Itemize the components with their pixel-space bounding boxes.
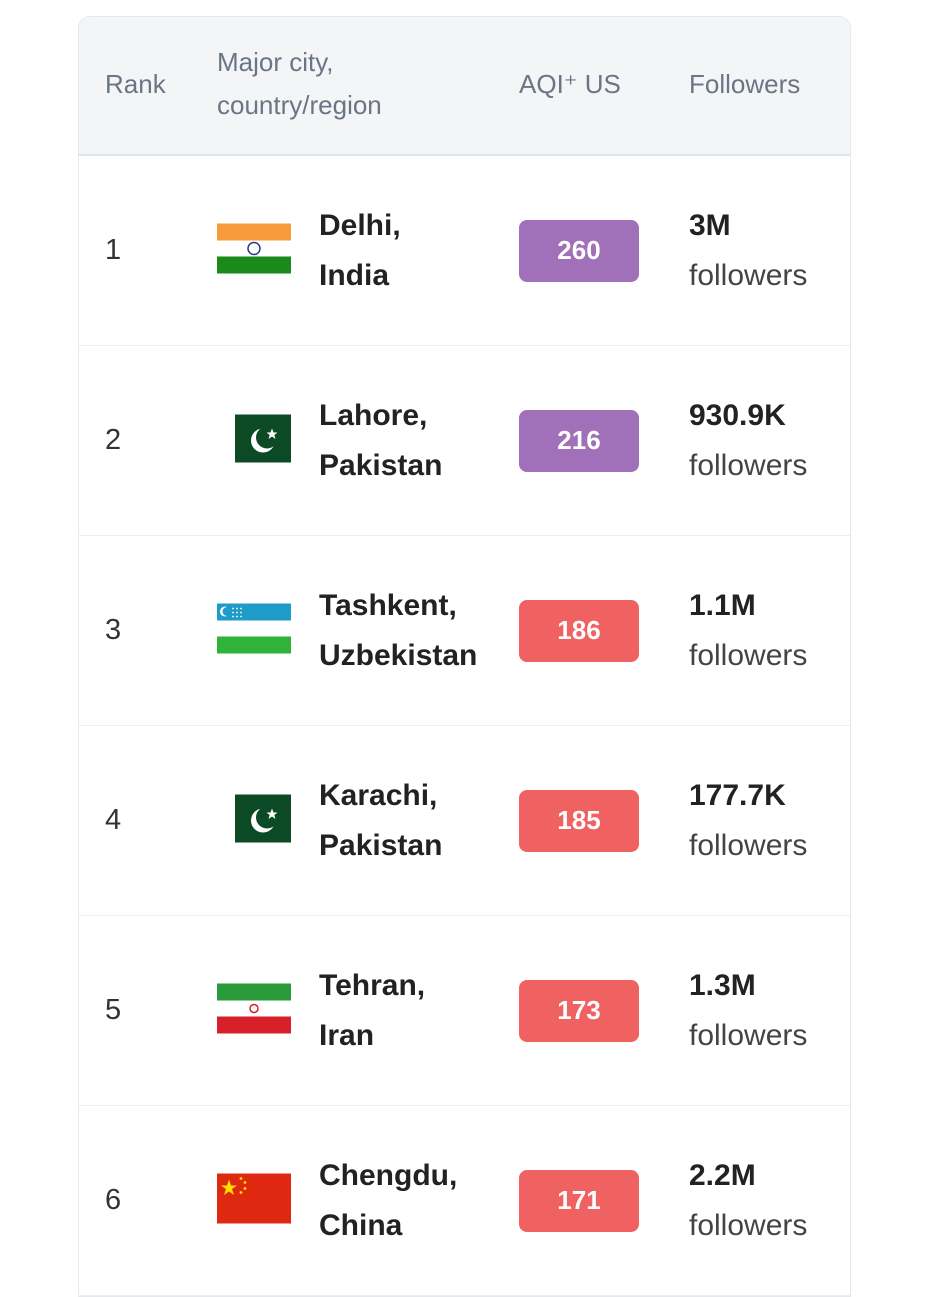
rank: 2	[105, 424, 122, 456]
table-row[interactable]: 6 Chengdu, China 171 2.2M followers	[79, 1106, 850, 1296]
table-row[interactable]: 4 Karachi, Pakistan 185 177.7K followers	[79, 726, 850, 916]
flag-uzbekistan-icon	[217, 603, 291, 658]
country: China	[319, 1208, 403, 1242]
country: Pakistan	[319, 828, 443, 862]
country: Pakistan	[319, 448, 443, 482]
city: Karachi,	[319, 778, 438, 812]
country: India	[319, 258, 390, 292]
followers-count: 2.2M	[689, 1158, 756, 1192]
city-name[interactable]: Delhi, India	[319, 201, 401, 301]
table-row[interactable]: 5 Tehran, Iran 173 1.3M followers	[79, 916, 850, 1106]
city: Tashkent,	[319, 588, 457, 622]
followers-count: 930.9K	[689, 398, 786, 432]
country: Uzbekistan	[319, 638, 478, 672]
aqi-badge: 216	[519, 409, 639, 472]
table-row[interactable]: 2 Lahore, Pakistan 216 930.9K followers	[79, 346, 850, 536]
aqi-badge: 260	[519, 219, 639, 282]
table-row[interactable]: 3 Tashkent, Uzbekistan 186 1.1M follower…	[79, 536, 850, 726]
aqi-badge: 173	[519, 979, 639, 1042]
header-city-line1: Major city,	[217, 47, 334, 77]
rank: 6	[105, 1184, 122, 1216]
followers-label: followers	[689, 1018, 808, 1052]
followers-count: 1.3M	[689, 968, 756, 1002]
city-name[interactable]: Lahore, Pakistan	[319, 391, 442, 491]
table-header: Rank Major city, country/region AQI⁺ US …	[79, 17, 850, 156]
followers: 1.1M followers	[689, 581, 807, 681]
header-followers[interactable]: Followers	[689, 69, 801, 99]
flag-pakistan-icon	[235, 794, 291, 847]
flag-iran-icon	[217, 983, 291, 1038]
rank: 1	[105, 234, 122, 266]
followers-count: 177.7K	[689, 778, 786, 812]
header-city-line2: country/region	[217, 90, 382, 120]
followers: 930.9K followers	[689, 391, 807, 491]
followers: 2.2M followers	[689, 1151, 807, 1251]
aqi-badge: 171	[519, 1169, 639, 1232]
country: Iran	[319, 1018, 375, 1052]
followers-label: followers	[689, 638, 808, 672]
aqi-badge: 186	[519, 599, 639, 662]
followers: 1.3M followers	[689, 961, 807, 1061]
rank: 5	[105, 994, 122, 1026]
followers: 177.7K followers	[689, 771, 807, 871]
header-rank[interactable]: Rank	[105, 69, 166, 99]
followers-label: followers	[689, 258, 808, 292]
followers-count: 1.1M	[689, 588, 756, 622]
followers: 3M followers	[689, 201, 807, 301]
rank: 3	[105, 614, 122, 646]
city: Chengdu,	[319, 1158, 458, 1192]
followers-label: followers	[689, 1208, 808, 1242]
flag-india-icon	[217, 223, 291, 278]
followers-label: followers	[689, 448, 808, 482]
header-aqi[interactable]: AQI⁺ US	[519, 69, 621, 99]
city: Lahore,	[319, 398, 428, 432]
rank: 4	[105, 804, 122, 836]
city: Tehran,	[319, 968, 426, 1002]
city-name[interactable]: Chengdu, China	[319, 1151, 457, 1251]
city-name[interactable]: Karachi, Pakistan	[319, 771, 442, 871]
aqi-badge: 185	[519, 789, 639, 852]
aqi-ranking-table: Rank Major city, country/region AQI⁺ US …	[78, 16, 851, 1297]
city-name[interactable]: Tashkent, Uzbekistan	[319, 581, 477, 681]
city: Delhi,	[319, 208, 401, 242]
flag-pakistan-icon	[235, 414, 291, 467]
followers-count: 3M	[689, 208, 731, 242]
table-row[interactable]: 1 Delhi, India 260 3M followers	[79, 156, 850, 346]
followers-label: followers	[689, 828, 808, 862]
flag-china-icon	[217, 1173, 291, 1228]
city-name[interactable]: Tehran, Iran	[319, 961, 425, 1061]
